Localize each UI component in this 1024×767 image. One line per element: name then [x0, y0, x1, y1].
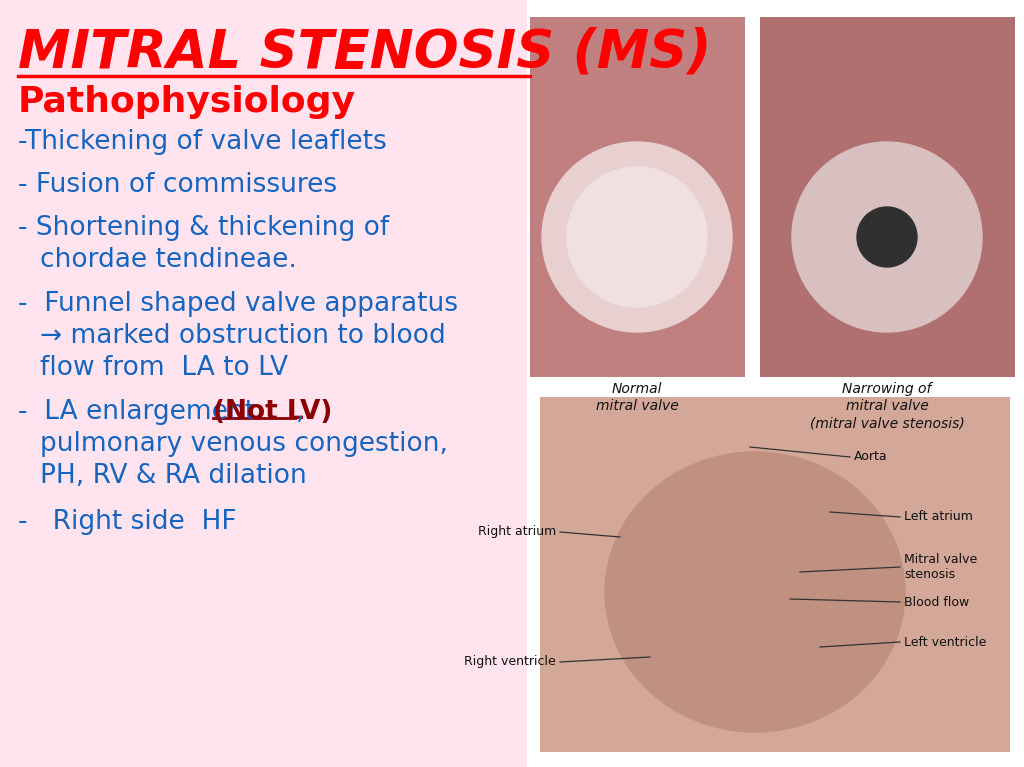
Text: -  Funnel shaped valve apparatus: - Funnel shaped valve apparatus [18, 291, 458, 317]
Text: ,: , [296, 399, 304, 425]
Text: Blood flow: Blood flow [904, 595, 970, 608]
Text: Right ventricle: Right ventricle [464, 656, 556, 669]
Circle shape [857, 207, 918, 267]
Text: Left ventricle: Left ventricle [904, 636, 986, 649]
Text: PH, RV & RA dilation: PH, RV & RA dilation [40, 463, 307, 489]
Circle shape [792, 142, 982, 332]
Text: flow from  LA to LV: flow from LA to LV [40, 355, 288, 381]
Text: -  LA enlargement: - LA enlargement [18, 399, 271, 425]
Text: Left atrium: Left atrium [904, 511, 973, 524]
FancyBboxPatch shape [760, 17, 1015, 377]
Circle shape [567, 167, 707, 307]
Text: Narrowing of
mitral valve
(mitral valve stenosis): Narrowing of mitral valve (mitral valve … [810, 382, 965, 430]
Text: (Not LV): (Not LV) [213, 399, 333, 425]
Circle shape [542, 142, 732, 332]
Text: Right atrium: Right atrium [478, 525, 556, 538]
Text: pulmonary venous congestion,: pulmonary venous congestion, [40, 431, 449, 457]
FancyBboxPatch shape [527, 0, 1024, 767]
Text: - Shortening & thickening of: - Shortening & thickening of [18, 215, 389, 241]
Text: chordae tendineae.: chordae tendineae. [40, 247, 297, 273]
FancyBboxPatch shape [540, 397, 1010, 752]
Text: Aorta: Aorta [854, 450, 888, 463]
Text: Pathophysiology: Pathophysiology [18, 85, 356, 119]
Text: -Thickening of valve leaflets: -Thickening of valve leaflets [18, 129, 387, 155]
Text: Normal
mitral valve: Normal mitral valve [596, 382, 678, 413]
Text: → marked obstruction to blood: → marked obstruction to blood [40, 323, 445, 349]
Text: MITRAL STENOSIS (MS): MITRAL STENOSIS (MS) [18, 27, 712, 79]
FancyBboxPatch shape [530, 17, 745, 377]
Text: -   Right side  HF: - Right side HF [18, 509, 237, 535]
Ellipse shape [605, 452, 905, 732]
Text: Mitral valve
stenosis: Mitral valve stenosis [904, 553, 977, 581]
Text: - Fusion of commissures: - Fusion of commissures [18, 172, 337, 198]
